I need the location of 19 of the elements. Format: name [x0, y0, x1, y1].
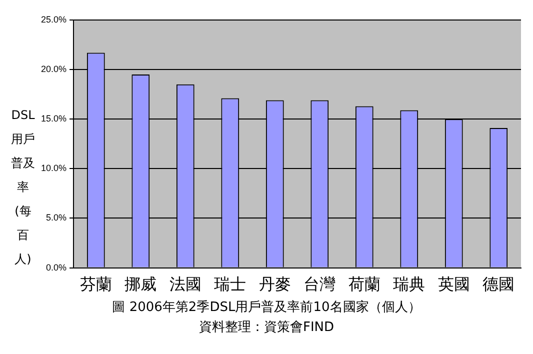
- x-tick-label: 挪威: [124, 274, 157, 294]
- x-tick-label: 瑞典: [393, 274, 426, 294]
- x-tick-label: 丹麥: [258, 274, 291, 294]
- x-tick-label: 瑞士: [214, 274, 246, 294]
- y-tick-label: 10.0%: [40, 163, 67, 174]
- y-axis-title: DSL用戶普及率(每百人): [10, 107, 36, 268]
- y-tick-label: 25.0%: [40, 14, 67, 24]
- y-tick-label: 0.0%: [46, 262, 67, 272]
- y-tick-label: 15.0%: [40, 114, 67, 124]
- y-tick-label: 20.0%: [40, 64, 67, 74]
- y-tick-label: 5.0%: [46, 212, 67, 223]
- text: 資料整理：資策會FIND: [198, 319, 336, 336]
- x-tick-label: 台灣: [304, 274, 336, 294]
- x-tick-label: 英國: [438, 274, 470, 294]
- x-tick-label: 德國: [482, 274, 515, 294]
- x-tick-label: 荷蘭: [348, 274, 380, 294]
- x-tick-label: 芬蘭: [80, 274, 112, 294]
- text: 圖 2006年第2季DSL用戶普及率前10名國家（個人）: [111, 298, 422, 316]
- x-tick-label: 法國: [169, 274, 202, 294]
